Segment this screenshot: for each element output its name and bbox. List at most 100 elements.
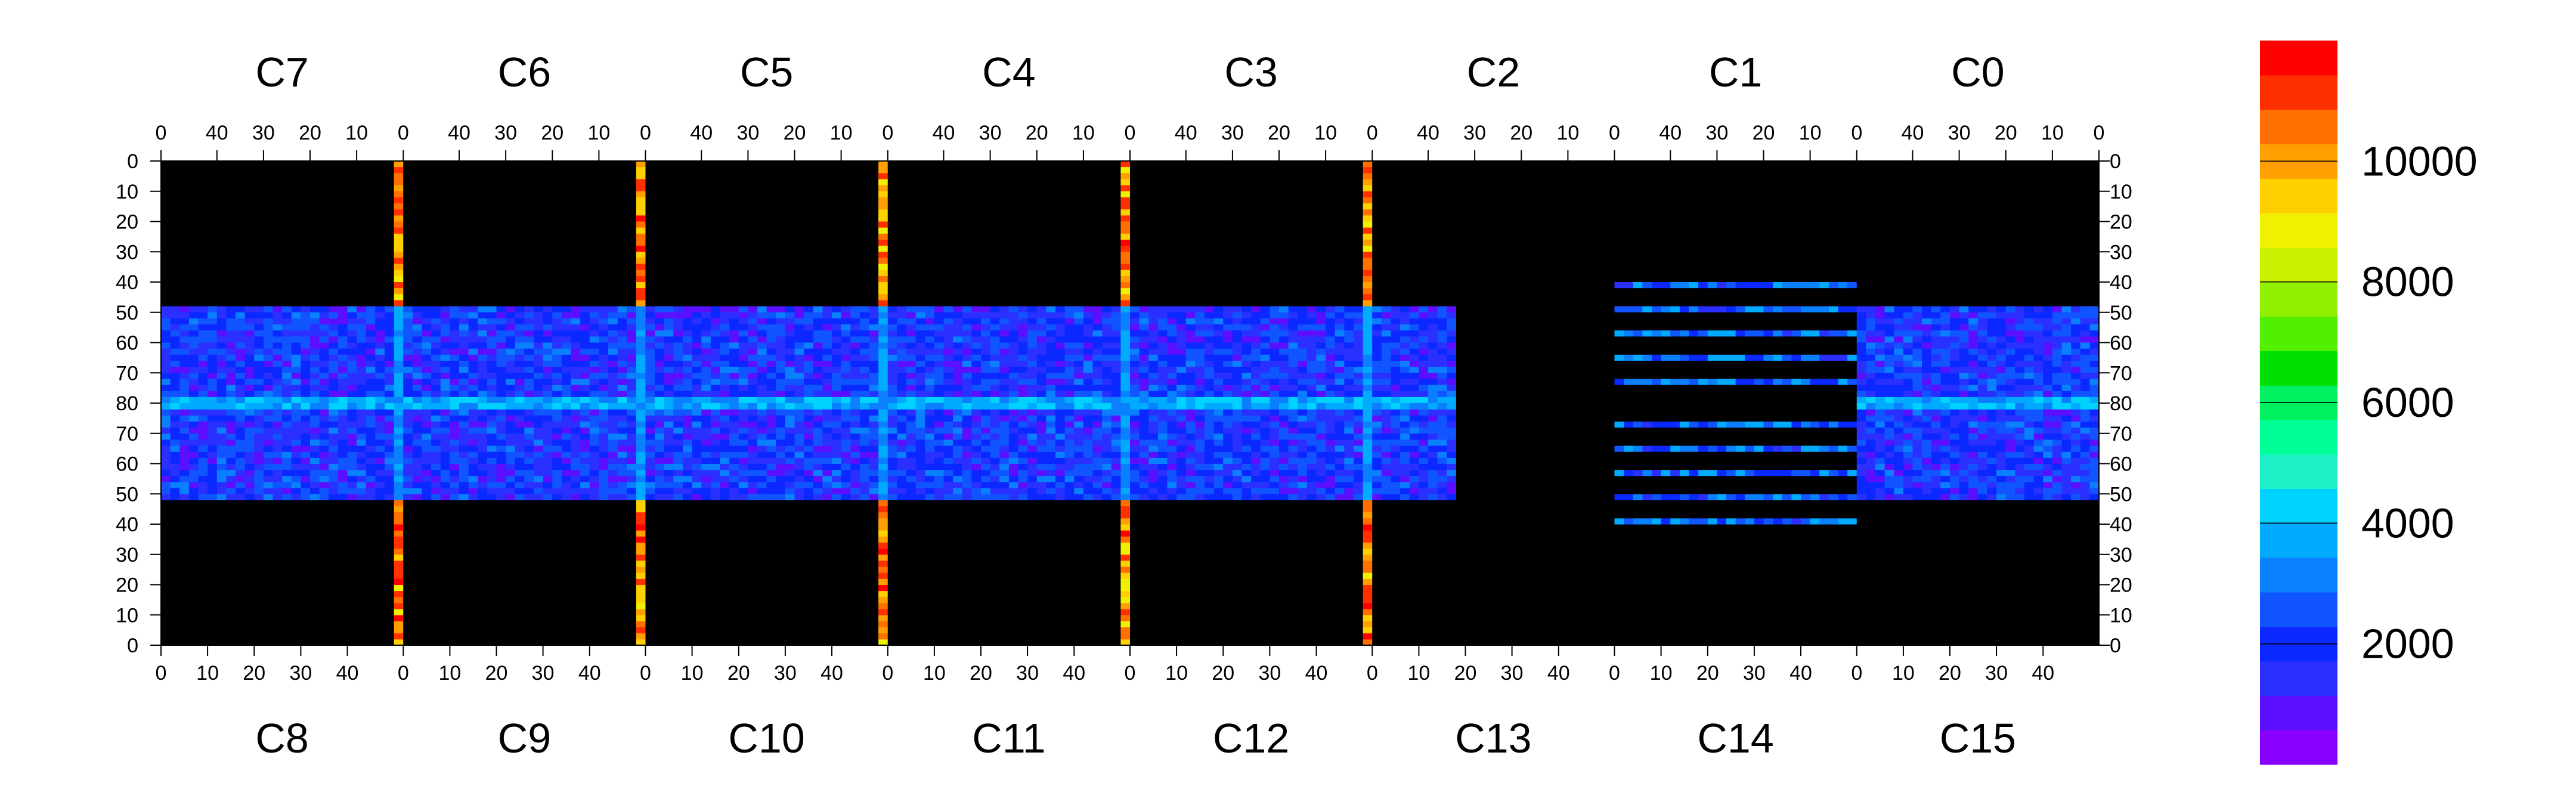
heatmap-cell: [766, 312, 776, 319]
heatmap-cell: [822, 233, 832, 240]
heatmap-cell: [254, 203, 264, 210]
heatmap-cell: [385, 209, 395, 216]
heatmap-cell: [636, 336, 646, 343]
heatmap-cell: [655, 342, 665, 349]
heatmap-cell: [748, 185, 758, 192]
heatmap-cell: [729, 385, 739, 392]
heatmap-cell: [496, 318, 506, 325]
heatmap-cell: [822, 161, 832, 168]
heatmap-cell: [832, 185, 842, 192]
heatmap-cell: [366, 275, 376, 283]
heatmap-cell: [254, 215, 264, 222]
heatmap-cell: [729, 275, 739, 283]
heatmap-cell: [627, 639, 637, 646]
heatmap-cell: [403, 481, 413, 488]
heatmap-cell: [347, 518, 357, 525]
heatmap-cell: [468, 609, 478, 615]
heatmap-cell: [515, 615, 525, 621]
heatmap-cell: [170, 221, 180, 228]
heatmap-cell: [385, 415, 395, 422]
heatmap-cell: [468, 445, 478, 452]
heatmap-cell: [664, 215, 674, 222]
heatmap-cell: [440, 379, 450, 386]
heatmap-cell: [254, 312, 264, 319]
heatmap-cell: [608, 627, 618, 634]
heatmap-cell: [599, 602, 609, 609]
heatmap-cell: [254, 197, 264, 204]
heatmap-cell: [617, 264, 627, 271]
heatmap-cell: [244, 270, 255, 277]
heatmap-cell: [636, 427, 646, 434]
heatmap-cell: [571, 602, 581, 609]
heatmap-cell: [459, 500, 469, 507]
heatmap-cell: [543, 609, 553, 615]
heatmap-cell: [161, 306, 171, 313]
heatmap-cell: [524, 203, 534, 210]
heatmap-cell: [329, 536, 339, 543]
heatmap-cell: [571, 252, 581, 258]
heatmap-cell: [487, 463, 497, 470]
heatmap-cell: [291, 221, 301, 228]
heatmap-cell: [394, 481, 404, 488]
heatmap-cell: [599, 275, 609, 283]
heatmap-cell: [291, 633, 301, 640]
heatmap-cell: [357, 621, 367, 628]
heatmap-cell: [319, 621, 329, 628]
heatmap-cell: [301, 494, 311, 500]
heatmap-cell: [216, 560, 227, 567]
heatmap-cell: [832, 173, 842, 179]
heatmap-cell: [580, 324, 590, 331]
heatmap-cell: [627, 433, 637, 440]
heatmap-cell: [804, 221, 814, 228]
heatmap-cell: [188, 451, 199, 458]
heatmap-cell: [394, 306, 404, 313]
heatmap-cell: [608, 246, 618, 252]
heatmap-cell: [822, 197, 832, 204]
heatmap-cell: [188, 590, 199, 597]
heatmap-cell: [487, 433, 497, 440]
heatmap-cell: [198, 306, 208, 313]
heatmap-cell: [589, 639, 599, 646]
heatmap-cell: [347, 602, 357, 609]
heatmap-cell: [599, 590, 609, 597]
heatmap-cell: [226, 233, 236, 240]
heatmap-cell: [757, 342, 767, 349]
heatmap-cell: [627, 233, 637, 240]
heatmap-cell: [226, 536, 236, 543]
heatmap-cell: [561, 481, 572, 488]
heatmap-cell: [701, 282, 711, 289]
heatmap-cell: [496, 433, 506, 440]
heatmap-cell: [766, 324, 776, 331]
heatmap-cell: [347, 275, 357, 283]
heatmap-cell: [804, 288, 814, 295]
heatmap-cell: [310, 318, 320, 325]
heatmap-cell: [422, 203, 432, 210]
heatmap-cell: [515, 596, 525, 603]
heatmap-cell: [589, 227, 599, 234]
heatmap-cell: [179, 433, 190, 440]
heatmap-cell: [515, 421, 525, 428]
heatmap-cell: [822, 239, 832, 246]
heatmap-cell: [263, 457, 274, 464]
heatmap-cell: [524, 197, 534, 204]
heatmap-cell: [664, 252, 674, 258]
heatmap-cell: [608, 264, 618, 271]
heatmap-cell: [366, 530, 376, 537]
heatmap-cell: [226, 342, 236, 349]
heatmap-cell: [394, 215, 404, 222]
heatmap-cell: [543, 481, 553, 488]
heatmap-cell: [580, 282, 590, 289]
heatmap-cell: [729, 252, 739, 258]
heatmap-cell: [188, 239, 199, 246]
heatmap-cell: [422, 215, 432, 222]
heatmap-cell: [794, 360, 804, 367]
heatmap-cell: [580, 397, 590, 404]
heatmap-cell: [571, 367, 581, 373]
heatmap-cell: [319, 300, 329, 307]
heatmap-cell: [794, 300, 804, 307]
heatmap-cell: [188, 203, 199, 210]
heatmap-cell: [720, 167, 730, 174]
heatmap-cell: [543, 264, 553, 271]
heatmap-cell: [254, 639, 264, 646]
heatmap-cell: [701, 336, 711, 343]
